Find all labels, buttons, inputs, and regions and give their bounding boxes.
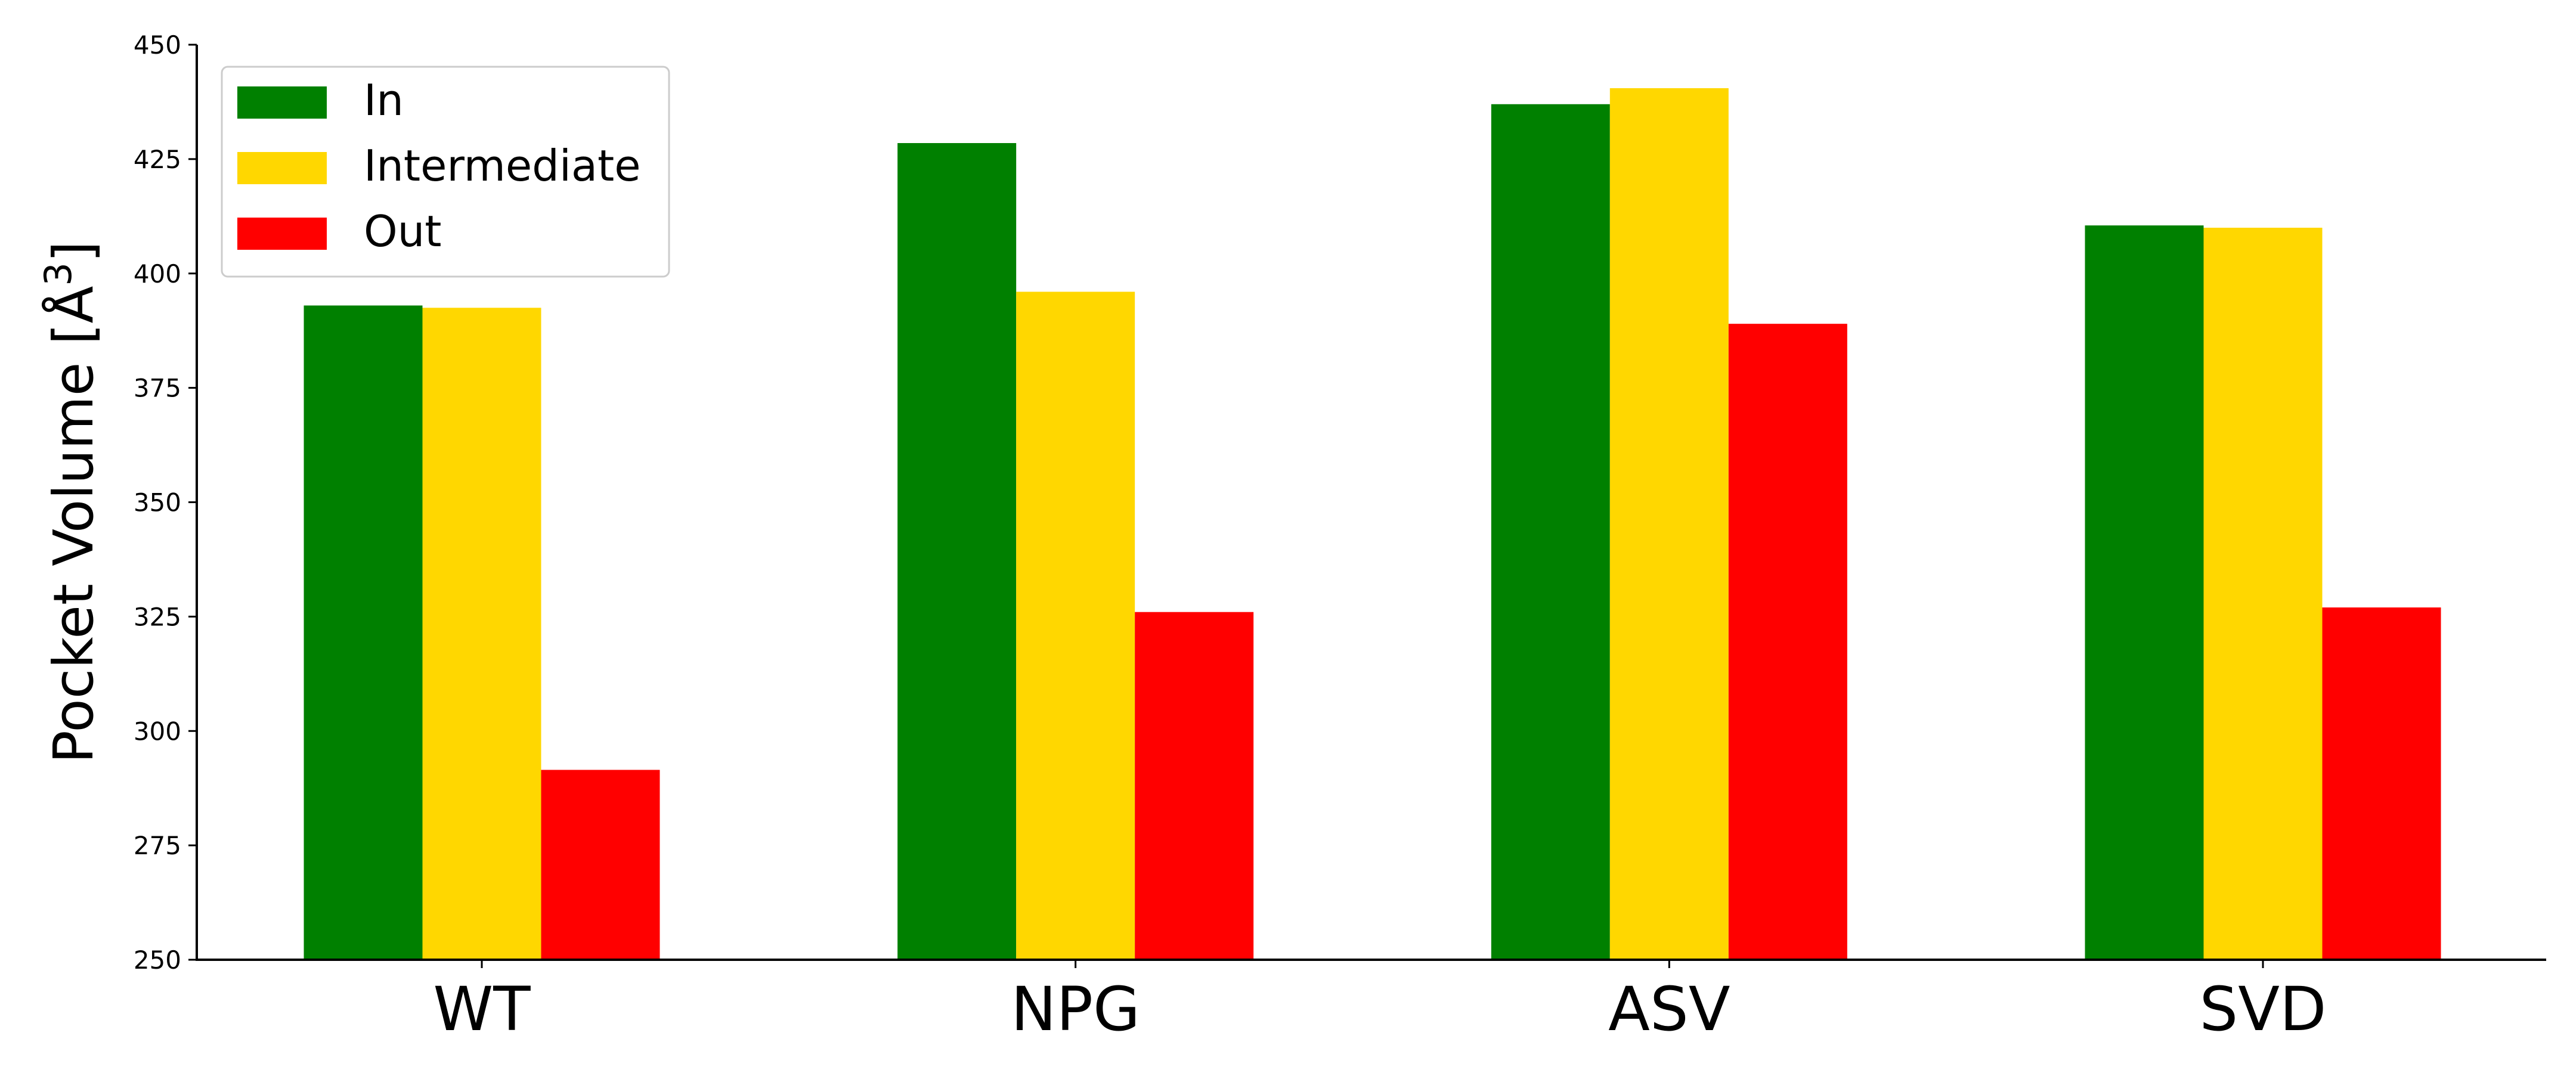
y-axis-label-end: ] xyxy=(42,241,106,262)
bar-intermediate-svd xyxy=(2203,228,2323,960)
x-tick-label: WT xyxy=(433,974,531,1045)
bar-in-asv xyxy=(1491,104,1610,960)
legend-label-in: In xyxy=(364,75,404,125)
legend-label-intermediate: Intermediate xyxy=(364,141,641,191)
legend-swatch-out xyxy=(237,218,327,250)
y-axis-label: Pocket Volume [Å3] xyxy=(36,241,106,764)
x-tick-label: ASV xyxy=(1608,974,1730,1045)
x-ticks: WT NPG ASV SVD xyxy=(433,960,2327,1045)
bar-in-npg xyxy=(897,143,1017,960)
y-tick-label: 350 xyxy=(134,488,181,517)
bars-layer xyxy=(304,88,2441,960)
y-axis-label-base: Pocket Volume [Å xyxy=(41,286,106,764)
x-tick-label: NPG xyxy=(1011,974,1140,1045)
bar-intermediate-wt xyxy=(422,308,541,960)
x-tick-label: SVD xyxy=(2199,974,2326,1045)
y-ticks: 250 275 300 325 350 375 400 425 450 xyxy=(134,30,197,975)
legend-label-out: Out xyxy=(364,206,442,256)
y-tick-label: 450 xyxy=(134,30,181,60)
bar-out-asv xyxy=(1728,324,1847,960)
legend: In Intermediate Out xyxy=(221,66,670,278)
y-tick-label: 250 xyxy=(134,945,181,975)
y-tick-label: 400 xyxy=(134,259,181,289)
y-tick-label: 275 xyxy=(134,831,181,860)
bar-intermediate-asv xyxy=(1609,88,1729,960)
legend-frame xyxy=(221,66,670,278)
bar-in-svd xyxy=(2085,225,2204,960)
legend-swatch-in xyxy=(237,86,327,119)
bar-out-npg xyxy=(1135,612,1254,960)
y-tick-label: 375 xyxy=(134,374,181,403)
y-tick-label: 300 xyxy=(134,717,181,746)
y-tick-label: 425 xyxy=(134,145,181,174)
legend-swatch-intermediate xyxy=(237,152,327,184)
bar-out-wt xyxy=(541,770,660,960)
y-tick-label: 325 xyxy=(134,602,181,631)
bar-in-wt xyxy=(304,305,423,960)
y-axis-label-sup: 3 xyxy=(36,262,80,286)
bar-out-svd xyxy=(2322,607,2441,960)
bar-intermediate-npg xyxy=(1016,291,1135,960)
